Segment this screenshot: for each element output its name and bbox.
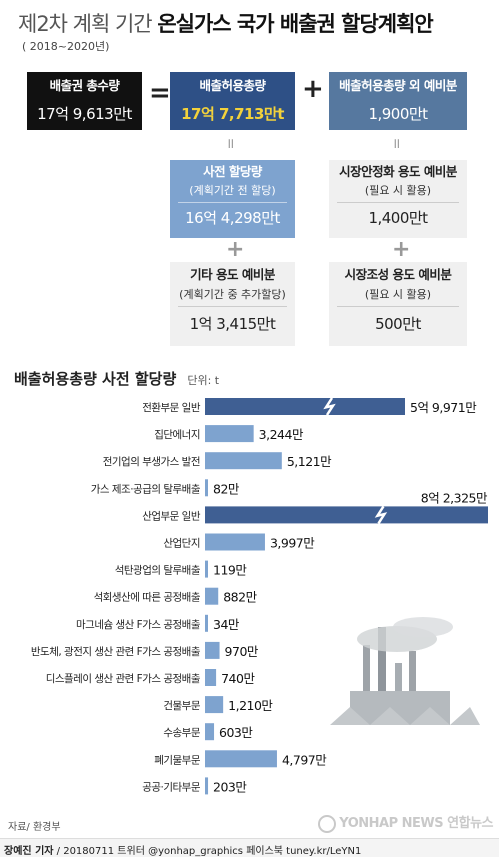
bar bbox=[205, 614, 208, 632]
category-label: 수송부문 bbox=[163, 727, 200, 739]
outside-box: 배출허용총량 외 예비분 1,900만t bbox=[329, 72, 467, 130]
category-label: 산업단지 bbox=[163, 537, 200, 550]
outside-label: 배출허용총량 외 예비분 bbox=[339, 78, 457, 93]
value-label: 4,797만 bbox=[282, 752, 327, 767]
value-label: 34만 bbox=[213, 617, 240, 632]
market-stab-box: 시장안정화 용도 예비분 (필요 시 활용) 1,400만t bbox=[329, 160, 467, 238]
category-label: 전환부문 일반 bbox=[142, 401, 201, 414]
bar bbox=[205, 398, 405, 415]
agency-logo: YONHAP NEWS 연합뉴스 bbox=[318, 812, 493, 833]
total-label: 배출권 총수량 bbox=[49, 78, 120, 93]
footer-text: 장예진 기자 / 20180711 트위터 @yonhap_graphics 페… bbox=[4, 842, 361, 857]
source-note: 자료/ 환경부 bbox=[8, 822, 61, 833]
market-stab-value: 1,400만t bbox=[337, 202, 459, 233]
category-label: 산업부문 일반 bbox=[142, 509, 201, 522]
logo-korean: 연합뉴스 bbox=[447, 816, 493, 831]
category-label: 석탄광업의 탈루배출 bbox=[115, 564, 201, 577]
allow-box: 배출허용총량 17억 7,713만t bbox=[170, 72, 295, 130]
footer-rest: / 20180711 트위터 @yonhap_graphics 페이스북 tun… bbox=[53, 846, 362, 857]
chart-title: 배출허용총량 사전 할당량 bbox=[14, 370, 177, 388]
plus-small-1: + bbox=[226, 237, 245, 262]
equals-small-2: ॥ bbox=[392, 136, 401, 152]
category-label: 디스플레이 생산 관련 F가스 공정배출 bbox=[46, 673, 201, 685]
category-label: 가스 제조·공급의 탈루배출 bbox=[91, 482, 201, 495]
logo-text: YONHAP NEWS bbox=[339, 816, 444, 831]
bar bbox=[205, 560, 208, 578]
total-box: 배출권 총수량 17억 9,613만t bbox=[27, 72, 142, 130]
category-label: 건물부문 bbox=[163, 700, 200, 712]
bar bbox=[205, 533, 265, 551]
category-label: 집단에너지 bbox=[154, 429, 200, 441]
logo-mark-icon bbox=[318, 814, 337, 833]
bar bbox=[205, 587, 219, 605]
title-light: 제2차 계획 기간 bbox=[18, 12, 153, 36]
axis-break-mark bbox=[323, 397, 336, 416]
category-label: 폐기물부문 bbox=[154, 754, 201, 766]
bar bbox=[205, 425, 254, 443]
other-value: 1억 3,415만t bbox=[178, 306, 287, 341]
value-label: 3,244만 bbox=[259, 427, 304, 442]
category-label: 마그네슘 생산 F가스 공정배출 bbox=[76, 619, 201, 631]
total-value: 17억 9,613만t bbox=[37, 105, 132, 123]
title-bold: 온실가스 국가 배출권 할당계획안 bbox=[157, 12, 433, 36]
value-label: 3,997만 bbox=[270, 536, 315, 551]
market-stab-label: 시장안정화 용도 예비분 bbox=[339, 164, 457, 179]
value-label: 82만 bbox=[213, 481, 240, 496]
chart-heading: 배출허용총량 사전 할당량 단위: t bbox=[14, 368, 219, 389]
bar bbox=[205, 641, 220, 659]
footer-credits: 장예진 기자 / 20180711 트위터 @yonhap_graphics 페… bbox=[0, 838, 499, 857]
value-label: 882만 bbox=[223, 590, 257, 605]
other-label: 기타 용도 예비분 bbox=[190, 267, 275, 282]
chart-unit: 단위: t bbox=[187, 374, 220, 387]
value-label: 5,121만 bbox=[287, 454, 332, 469]
bar bbox=[205, 777, 209, 795]
bar bbox=[205, 750, 277, 768]
value-label: 740만 bbox=[221, 671, 255, 686]
value-label: 1,210만 bbox=[228, 698, 273, 713]
market-make-sub: (필요 시 활용) bbox=[364, 288, 432, 301]
market-make-label: 시장조성 용도 예비분 bbox=[344, 267, 452, 282]
market-stab-sub: (필요 시 활용) bbox=[364, 184, 432, 197]
bar bbox=[205, 669, 217, 686]
value-label: 203만 bbox=[213, 779, 247, 794]
plus-small-2: + bbox=[392, 237, 411, 262]
footer-author: 장예진 기자 bbox=[4, 846, 54, 857]
bar bbox=[205, 723, 215, 741]
subtitle: ( 2018~2020년) bbox=[22, 40, 110, 53]
market-make-box: 시장조성 용도 예비분 (필요 시 활용) 500만t bbox=[329, 262, 467, 346]
category-label: 공공·기타부문 bbox=[142, 781, 201, 793]
value-label: 970만 bbox=[225, 644, 259, 659]
equals-operator: = bbox=[149, 78, 171, 108]
pre-label: 사전 할당량 bbox=[203, 164, 262, 179]
pre-value: 16억 4,298만t bbox=[178, 202, 287, 233]
page-title: 제2차 계획 기간 온실가스 국가 배출권 할당계획안 bbox=[18, 8, 434, 38]
bar bbox=[205, 452, 282, 470]
market-make-value: 500만t bbox=[337, 306, 459, 341]
bar bbox=[205, 506, 488, 524]
value-label: 8억 2,325만 bbox=[421, 490, 488, 505]
pre-box: 사전 할당량 (계획기간 전 할당) 16억 4,298만t bbox=[170, 160, 295, 238]
allow-label: 배출허용총량 bbox=[199, 78, 266, 93]
pre-sub: (계획기간 전 할당) bbox=[189, 184, 276, 197]
category-label: 반도체, 광전지 생산 관련 F가스 공정배출 bbox=[31, 646, 201, 658]
bar bbox=[205, 479, 208, 497]
allow-value: 17억 7,713만t bbox=[181, 105, 284, 123]
other-box: 기타 용도 예비분 (계획기간 중 추가할당) 1억 3,415만t bbox=[170, 262, 295, 346]
factory-illustration bbox=[330, 617, 480, 725]
equals-small-1: ॥ bbox=[226, 136, 235, 152]
bar bbox=[205, 696, 224, 714]
plus-operator: + bbox=[302, 74, 324, 104]
value-label: 603만 bbox=[219, 725, 253, 740]
axis-break-mark bbox=[374, 505, 388, 525]
category-label: 전기업의 부생가스 발전 bbox=[103, 455, 200, 468]
value-label: 5억 9,971만 bbox=[410, 400, 477, 415]
other-sub: (계획기간 중 추가할당) bbox=[179, 288, 286, 301]
value-label: 119만 bbox=[213, 563, 247, 578]
category-label: 석회생산에 따른 공정배출 bbox=[94, 592, 201, 604]
outside-value: 1,900만t bbox=[368, 105, 428, 123]
